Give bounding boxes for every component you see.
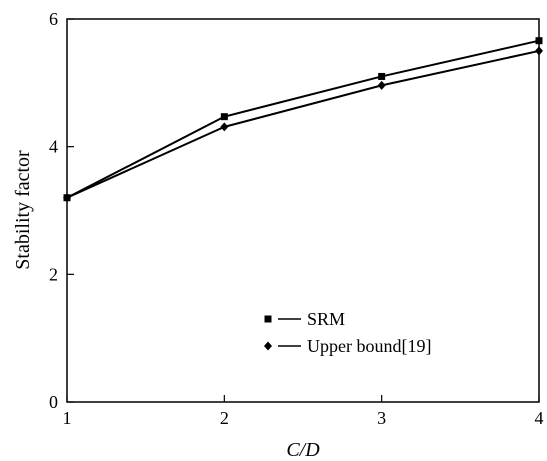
data-point-upper-bound (63, 193, 71, 203)
x-tick-label: 3 (377, 408, 386, 428)
y-axis-ticks: 0 2 4 6 (49, 9, 74, 412)
y-tick-label: 6 (49, 9, 58, 29)
legend-marker-upper-bound (264, 341, 272, 351)
series-line-upper-bound (66, 49, 540, 199)
plot-frame (66, 18, 540, 403)
y-axis-label: Stability factor (12, 150, 34, 270)
series-layer (63, 37, 543, 203)
series-upper-bound (63, 46, 543, 203)
legend-label-srm: SRM (307, 309, 345, 329)
legend-marker-srm (264, 315, 272, 323)
data-point-upper-bound (535, 46, 543, 56)
legend-label-upper-bound: Upper bound[19] (307, 336, 431, 356)
data-point-srm (535, 37, 543, 45)
series-line-srm (66, 39, 540, 199)
x-tick-label: 1 (63, 408, 72, 428)
x-tick-label: 4 (535, 408, 544, 428)
x-axis-ticks: 1 2 3 4 (63, 395, 544, 428)
x-axis-label: C/D (286, 439, 320, 461)
data-point-srm (378, 72, 386, 80)
data-point-srm (220, 113, 228, 121)
data-point-upper-bound (377, 80, 386, 90)
data-point-upper-bound (220, 122, 229, 132)
y-tick-label: 4 (49, 137, 58, 157)
legend: SRM Upper bound[19] (264, 309, 431, 356)
x-tick-label: 2 (220, 408, 229, 428)
y-tick-label: 0 (49, 392, 58, 412)
series-srm (63, 37, 543, 202)
y-tick-label: 2 (49, 264, 58, 284)
